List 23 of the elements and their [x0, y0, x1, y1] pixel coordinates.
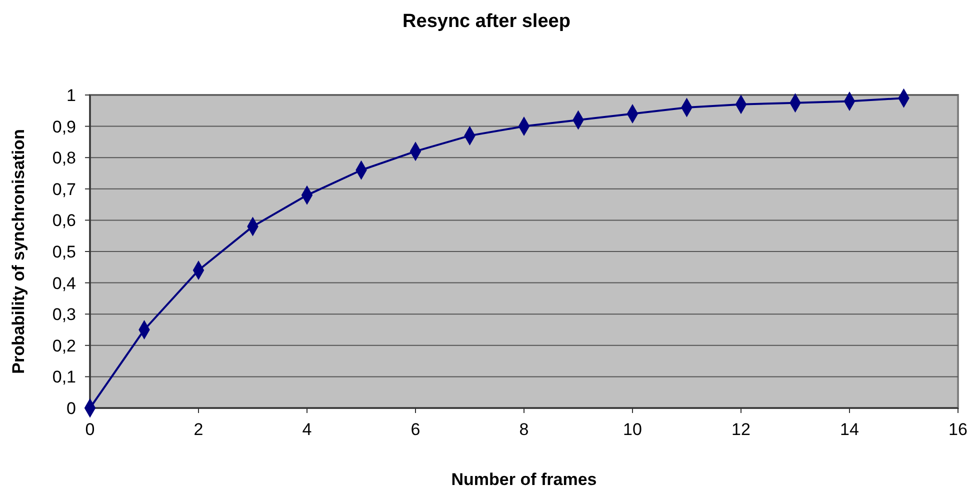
chart-title: Resync after sleep: [402, 11, 570, 32]
y-tick-label: 0,8: [52, 148, 76, 168]
y-tick-label: 0,2: [52, 336, 76, 356]
x-tick-label: 8: [519, 420, 529, 439]
x-tick-label: 4: [302, 420, 312, 439]
x-tick-label: 14: [840, 420, 859, 439]
y-tick-label: 0,9: [52, 117, 76, 136]
y-tick-label: 0,1: [52, 368, 76, 387]
y-tick-label: 0,6: [52, 211, 76, 230]
x-tick-label: 2: [194, 420, 204, 439]
x-axis-title: Number of frames: [451, 470, 597, 489]
y-tick-label: 0,7: [52, 180, 76, 199]
x-tick-label: 0: [85, 420, 95, 439]
x-tick-label: 16: [948, 420, 968, 439]
y-tick-label: 0: [66, 398, 76, 418]
y-tick-label: 1: [66, 86, 76, 105]
y-tick-label: 0,4: [52, 274, 76, 293]
y-axis-title: Probability of synchronisation: [9, 129, 28, 374]
y-tick-label: 0,5: [52, 242, 76, 262]
y-tick-label: 0,3: [52, 305, 76, 324]
x-tick-label: 6: [410, 420, 420, 439]
x-tick-label: 10: [623, 420, 642, 439]
x-tick-label: 12: [732, 420, 750, 439]
